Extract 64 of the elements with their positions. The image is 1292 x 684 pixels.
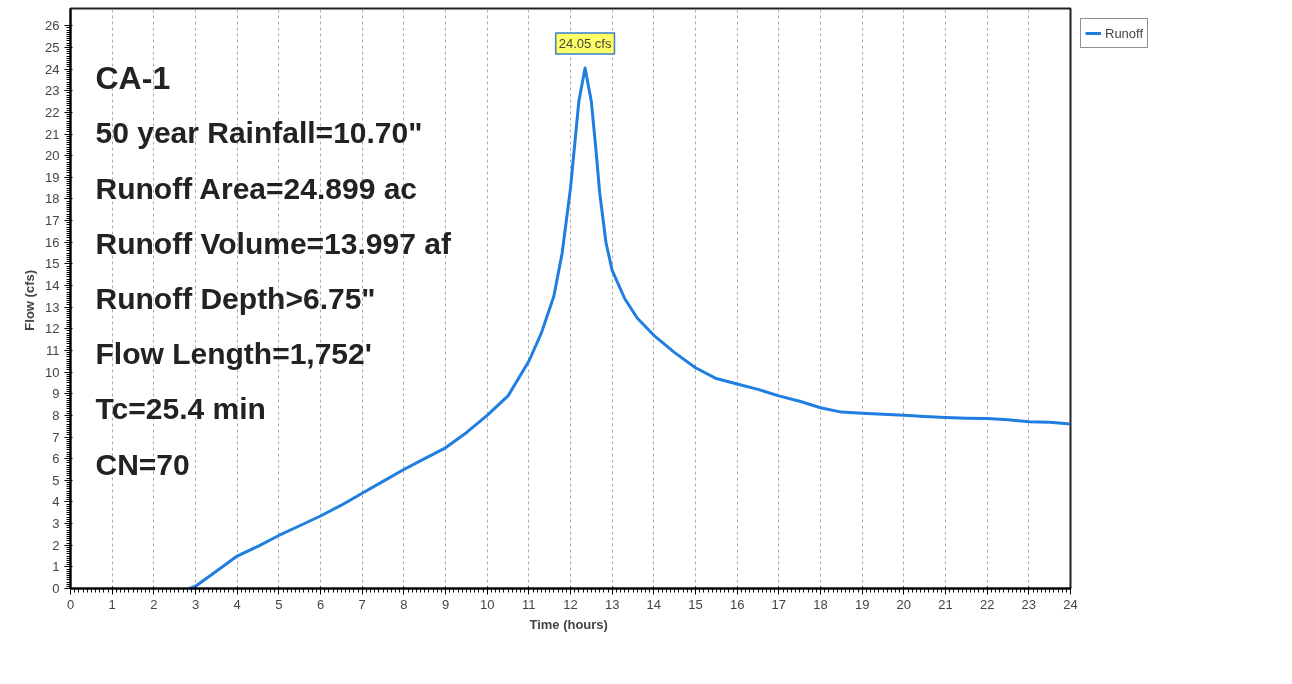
x-tick-label: 1 (108, 596, 116, 612)
y-tick-label: 11 (46, 342, 60, 358)
y-tick-label: 0 (52, 581, 60, 596)
x-tick-label: 21 (938, 596, 953, 612)
x-tick-label: 13 (604, 596, 620, 612)
x-tick-label: 2 (150, 596, 158, 612)
y-tick-label: 6 (52, 451, 60, 467)
x-axis-title: Time (hours) (529, 616, 608, 632)
y-tick-label: 2 (52, 537, 60, 553)
y-tick-label: 9 (52, 386, 60, 402)
y-tick-label: 21 (45, 126, 60, 142)
y-tick-label: 25 (45, 39, 60, 55)
x-tick-label: 6 (316, 596, 325, 612)
y-axis-title: Flow (cfs) (22, 269, 38, 331)
y-tick-label: 4 (52, 494, 60, 510)
x-tick-label: 18 (813, 596, 828, 612)
x-tick-label: 17 (771, 596, 787, 612)
annotation: CA-1 (95, 59, 171, 96)
annotation: Runoff Volume=13.997 af (95, 226, 452, 260)
x-tick-label: 9 (441, 596, 450, 612)
y-tick-label: 12 (45, 321, 60, 337)
x-tick-label: 0 (66, 596, 75, 612)
y-tick-label: 3 (52, 516, 60, 532)
annotation: Runoff Area=24.899 ac (95, 171, 418, 205)
y-tick-label: 10 (45, 364, 60, 380)
y-tick-label: 20 (45, 148, 60, 164)
y-tick-label: 16 (45, 234, 60, 250)
x-tick-label: 23 (1021, 596, 1037, 612)
y-tick-label: 15 (45, 256, 60, 272)
x-tick-label: 11 (522, 596, 536, 612)
annotation: Tc=25.4 min (95, 392, 266, 426)
legend-label: Runoff (1105, 25, 1144, 41)
y-tick-label: 5 (52, 472, 60, 488)
annotation: CN=70 (95, 447, 190, 481)
y-tick-label: 7 (52, 429, 60, 445)
y-tick-label: 14 (45, 278, 60, 294)
x-tick-label: 15 (688, 596, 703, 612)
x-tick-label: 22 (979, 596, 995, 612)
x-tick-label: 8 (400, 596, 408, 612)
x-tick-label: 4 (233, 596, 241, 612)
y-tick-label: 18 (45, 191, 60, 207)
annotation: 50 year Rainfall=10.70" (95, 116, 423, 150)
y-tick-label: 1 (52, 559, 60, 575)
x-tick-label: 14 (646, 596, 662, 612)
y-tick-label: 13 (45, 299, 60, 315)
x-tick-label: 20 (896, 596, 912, 612)
x-tick-label: 10 (479, 596, 495, 612)
x-tick-label: 12 (563, 596, 578, 612)
y-tick-label: 17 (45, 213, 60, 229)
x-tick-label: 19 (854, 596, 870, 612)
annotation: Flow Length=1,752' (95, 337, 372, 371)
y-tick-label: 26 (45, 18, 60, 34)
x-tick-label: 5 (275, 596, 283, 612)
y-tick-label: 22 (45, 104, 60, 120)
y-tick-label: 8 (52, 407, 60, 423)
y-tick-label: 24 (45, 61, 60, 77)
x-tick-label: 7 (358, 596, 366, 612)
y-tick-label: 23 (45, 83, 60, 99)
annotation: Runoff Depth>6.75" (95, 282, 376, 315)
annotation: 24.05 cfs (558, 36, 612, 52)
x-tick-label: 24 (1063, 596, 1078, 612)
y-tick-label: 19 (45, 169, 60, 185)
x-tick-label: 16 (729, 596, 745, 612)
x-tick-label: 3 (191, 596, 200, 612)
